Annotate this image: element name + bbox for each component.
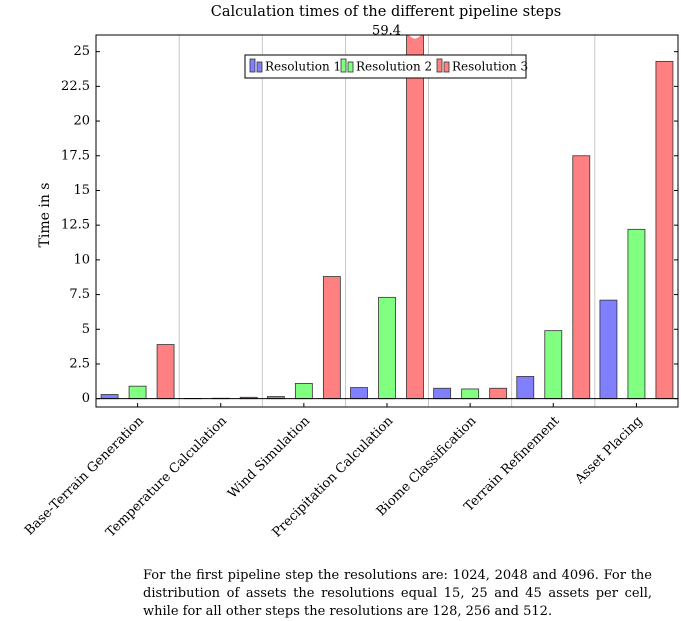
y-tick-label: 25 <box>73 44 90 59</box>
y-tick-label: 0 <box>82 391 90 406</box>
x-tick-label: Wind Simulation <box>225 413 313 501</box>
legend-swatch <box>256 61 263 73</box>
legend-swatch <box>443 61 450 73</box>
bar <box>516 376 535 400</box>
y-tick-label: 2.5 <box>69 356 90 371</box>
bar <box>461 388 480 400</box>
x-tick-label: Terrain Refinement <box>461 413 563 515</box>
y-tick-label: 15 <box>73 183 90 198</box>
y-axis-label: Time in s <box>37 183 53 248</box>
chart: Calculation times of the different pipel… <box>22 4 679 540</box>
bar <box>378 296 396 400</box>
bar <box>100 394 119 400</box>
bar <box>322 276 341 400</box>
bars <box>100 35 674 400</box>
bar <box>350 387 368 400</box>
legend-label: Resolution 2 <box>356 60 432 74</box>
bar <box>655 60 674 400</box>
bar <box>627 228 646 400</box>
break-mark <box>401 31 429 39</box>
legend-label: Resolution 3 <box>452 60 528 74</box>
y-tick-label: 20 <box>73 114 90 129</box>
legend-swatch <box>340 58 347 73</box>
legend-swatch <box>436 58 443 73</box>
legend-swatch <box>249 58 256 73</box>
y-tick-label: 12.5 <box>61 218 90 233</box>
y-tick-label: 5 <box>82 322 90 337</box>
bar <box>294 383 313 400</box>
legend-box <box>244 54 527 79</box>
legend-label: Resolution 1 <box>265 60 341 74</box>
chart-title: Calculation times of the different pipel… <box>211 4 561 20</box>
y-tick-label: 10 <box>73 252 90 267</box>
y-tick-label: 7.5 <box>69 287 90 302</box>
y-tick-label: 22.5 <box>61 79 90 94</box>
bar <box>489 387 508 400</box>
bar <box>599 299 618 400</box>
caption: For the first pipeline step the resoluti… <box>143 568 652 619</box>
bar <box>156 344 175 400</box>
x-tick-label: Asset Placing <box>572 414 646 488</box>
value-label: 59.4 <box>372 24 401 39</box>
bar <box>572 155 591 400</box>
legend-swatch <box>347 61 354 73</box>
bar <box>433 387 452 400</box>
plot-frame <box>95 34 679 408</box>
bar <box>544 330 563 400</box>
bar <box>128 385 147 400</box>
y-tick-label: 17.5 <box>61 148 90 163</box>
